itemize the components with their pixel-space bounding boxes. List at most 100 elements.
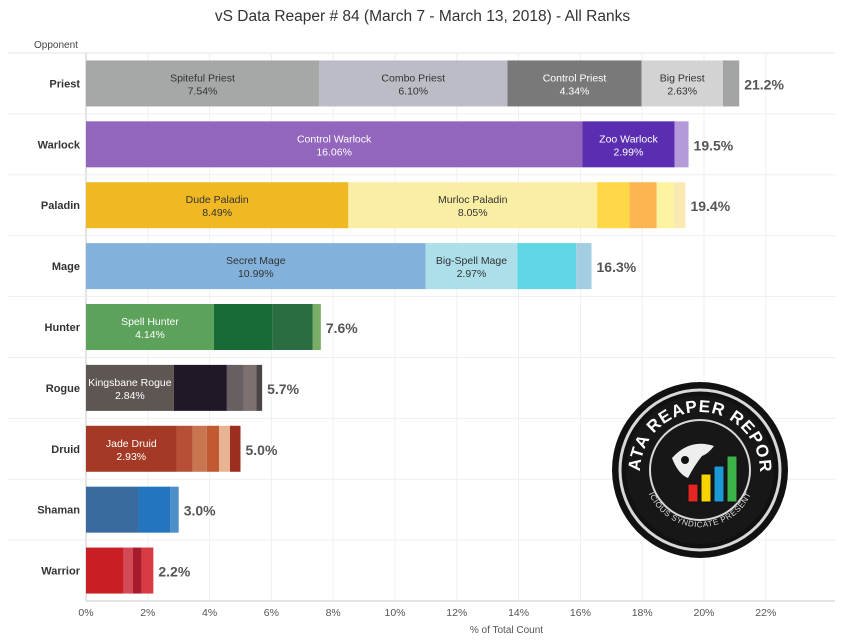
bar-segment[interactable] <box>229 425 241 472</box>
archetype-value-label: 4.14% <box>135 329 165 341</box>
bar-segment[interactable] <box>138 486 171 533</box>
class-label: Warrior <box>41 566 80 578</box>
archetype-value-label: 16.06% <box>316 146 352 158</box>
x-tick-label: 20% <box>693 607 714 619</box>
class-label: Priest <box>49 78 80 90</box>
archetype-label: Secret Mage <box>226 255 286 267</box>
archetype-value-label: 2.97% <box>457 268 487 280</box>
archetype-label: Control Warlock <box>297 133 372 145</box>
bar-segment[interactable] <box>86 182 349 229</box>
archetype-label: Kingsbane Rogue <box>88 377 172 389</box>
bar-segment[interactable] <box>86 121 583 168</box>
bar-segment[interactable] <box>673 182 686 229</box>
reaper-skull-icon <box>672 443 714 478</box>
bar-segment[interactable] <box>123 547 133 594</box>
class-label: Druid <box>51 444 80 456</box>
row-header: Opponent <box>34 40 78 51</box>
x-tick-label: 14% <box>508 607 529 619</box>
bar-segment[interactable] <box>243 364 257 411</box>
bar-segment[interactable] <box>86 486 139 533</box>
archetype-value-label: 7.54% <box>188 85 218 97</box>
archetype-label: Murloc Paladin <box>438 194 508 206</box>
bar-segment[interactable] <box>597 182 630 229</box>
class-total-label: 19.5% <box>694 137 734 153</box>
bar-segment[interactable] <box>318 60 508 107</box>
bar-segment[interactable] <box>132 547 142 594</box>
x-tick-label: 22% <box>755 607 776 619</box>
bar-segment[interactable] <box>312 304 321 350</box>
bar-segment[interactable] <box>206 425 220 472</box>
class-label: Hunter <box>45 322 81 334</box>
bar-segment[interactable] <box>722 60 740 107</box>
archetype-label: Spiteful Priest <box>170 72 235 84</box>
class-row-shaman: Shaman 3.0% <box>37 486 216 533</box>
archetype-value-label: 8.49% <box>202 207 232 219</box>
archetype-value-label: 2.93% <box>116 451 146 463</box>
archetype-label: Big Priest <box>660 72 705 84</box>
bar-segment[interactable] <box>86 304 214 350</box>
x-tick-label: 16% <box>570 607 591 619</box>
archetype-label: Control Priest <box>543 72 607 84</box>
x-tick-label: 18% <box>632 607 653 619</box>
logo-bar <box>687 483 699 503</box>
class-total-label: 5.7% <box>267 381 299 397</box>
bar-segment[interactable] <box>192 425 207 472</box>
bar-segment[interactable] <box>576 243 592 290</box>
bar-segment[interactable] <box>425 243 518 290</box>
class-total-label: 5.0% <box>246 442 278 458</box>
x-tick-label: 0% <box>78 607 93 619</box>
bar-segment[interactable] <box>517 243 577 290</box>
bar-segment[interactable] <box>173 364 227 411</box>
bar-segment[interactable] <box>226 364 244 411</box>
bar-segment[interactable] <box>141 547 154 594</box>
class-label: Mage <box>52 261 80 273</box>
archetype-value-label: 8.05% <box>458 207 488 219</box>
bar-segment[interactable] <box>86 364 174 411</box>
bar-segment[interactable] <box>507 60 642 107</box>
class-total-label: 21.2% <box>744 76 784 92</box>
archetype-label: Jade Druid <box>106 438 157 450</box>
bar-segment[interactable] <box>170 486 179 533</box>
class-total-label: 2.2% <box>158 564 190 580</box>
class-total-label: 3.0% <box>184 503 216 519</box>
bar-segment[interactable] <box>348 182 598 229</box>
logo-bar-icon <box>687 455 738 503</box>
x-tick-label: 4% <box>202 607 217 619</box>
archetype-value-label: 2.63% <box>667 85 697 97</box>
bar-segment[interactable] <box>674 121 689 168</box>
logo-bar <box>700 473 712 503</box>
class-row-warrior: Warrior 2.2% <box>41 547 191 594</box>
archetype-label: Zoo Warlock <box>599 133 658 145</box>
class-label: Warlock <box>38 139 81 151</box>
archetype-value-label: 2.99% <box>614 146 644 158</box>
bar-segment[interactable] <box>213 304 273 350</box>
bar-segment[interactable] <box>86 243 426 290</box>
bar-segment[interactable] <box>582 121 675 168</box>
bar-segment[interactable] <box>272 304 313 350</box>
logo-bar <box>726 455 738 503</box>
bar-segment[interactable] <box>656 182 674 229</box>
bar-segment[interactable] <box>629 182 657 229</box>
bar-segment[interactable] <box>176 425 193 472</box>
bar-segment[interactable] <box>86 425 177 472</box>
bar-segment[interactable] <box>86 547 124 594</box>
archetype-value-label: 4.34% <box>560 85 590 97</box>
bar-segment[interactable] <box>86 60 319 107</box>
bar-segment[interactable] <box>219 425 230 472</box>
bar-segment[interactable] <box>641 60 723 107</box>
x-tick-label: 10% <box>384 607 405 619</box>
archetype-label: Big-Spell Mage <box>436 255 507 267</box>
archetype-label: Spell Hunter <box>121 316 179 328</box>
class-total-label: 16.3% <box>597 259 637 275</box>
x-tick-label: 6% <box>264 607 279 619</box>
class-label: Paladin <box>41 200 80 212</box>
archetype-value-label: 10.99% <box>238 268 274 280</box>
class-label: Shaman <box>37 505 80 517</box>
bar-segment[interactable] <box>256 364 263 411</box>
class-label: Rogue <box>46 383 80 395</box>
